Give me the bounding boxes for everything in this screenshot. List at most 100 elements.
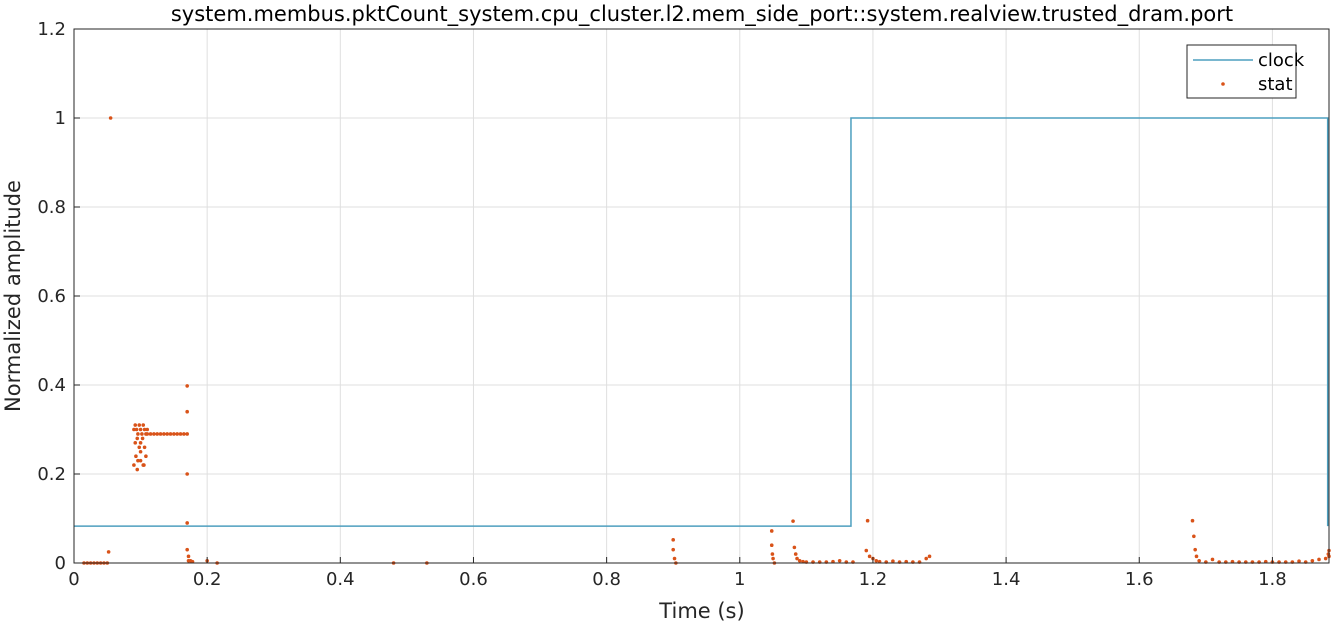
series-point-stat: [136, 432, 140, 436]
series-point-stat: [142, 463, 146, 467]
x-axis-title: Time (s): [658, 599, 744, 623]
x-tick-label: 0: [68, 569, 79, 590]
series-point-stat: [1197, 558, 1201, 563]
series-point-stat: [186, 554, 191, 559]
series-point-stat: [137, 445, 142, 450]
series-point-stat: [1323, 556, 1328, 561]
x-tick-label: 0.2: [193, 569, 222, 590]
series-point-stat: [165, 432, 170, 436]
series-point-stat: [185, 547, 189, 552]
series-point-stat: [182, 432, 186, 436]
y-axis-title: Normalized amplitude: [1, 180, 25, 412]
series-point-stat: [175, 432, 179, 436]
series-point-stat: [671, 538, 675, 542]
series-point-stat: [185, 521, 189, 525]
series-point-stat: [797, 558, 802, 563]
series-point-stat: [138, 458, 143, 463]
y-tick-label: 1.2: [37, 19, 66, 40]
legend-stat-label: stat: [1258, 74, 1293, 95]
series-point-stat: [135, 467, 140, 472]
series-point-stat: [138, 441, 143, 445]
series-point-stat: [172, 432, 176, 436]
series-point-stat: [1194, 554, 1199, 559]
series-point-stat: [771, 556, 775, 561]
series-point-stat: [924, 556, 928, 561]
series-point-stat: [1297, 559, 1301, 564]
series-point-stat: [1310, 558, 1315, 563]
x-tick-label: 1.6: [1125, 569, 1154, 590]
series-point-stat: [158, 432, 163, 436]
y-tick-label: 0.2: [37, 464, 66, 485]
series-point-stat: [770, 552, 775, 556]
ticks: 0 0.2 0.4 0.6 0.8 1 1.2 1.4 1.6 1.8 0 0.2 0.4 0.6 0.8 1…: [37, 19, 1286, 590]
series-point-stat: [185, 432, 189, 436]
legend: clock stat: [1186, 44, 1305, 99]
series-point-stat: [185, 384, 189, 388]
series-point-stat: [142, 445, 147, 450]
series-point-stat: [134, 454, 138, 459]
x-tick-label: 1: [734, 569, 745, 590]
series-point-stat: [137, 423, 142, 427]
y-tick-label: 1: [55, 108, 66, 129]
series-point-stat: [132, 463, 136, 467]
x-tick-label: 1.4: [992, 569, 1021, 590]
series-point-stat: [136, 458, 140, 463]
chart-title: system.membus.pktCount_system.cpu_cluste…: [171, 2, 1233, 27]
series-point-stat: [672, 556, 677, 561]
series-point-stat: [791, 519, 795, 523]
series-point-stat: [1193, 547, 1197, 552]
series-point-stat: [1190, 518, 1195, 523]
series-point-stat: [1326, 552, 1331, 556]
series-point-stat: [142, 427, 147, 432]
series-point-stat: [865, 518, 870, 523]
series-point-stat: [138, 449, 143, 454]
series-point-stat: [1210, 557, 1215, 562]
legend-box: [1186, 44, 1297, 99]
legend-stat-swatch: [1221, 82, 1225, 86]
series-point-stat: [155, 432, 160, 436]
y-tick-label: 0.4: [37, 375, 66, 396]
series-point-stat: [1192, 534, 1196, 539]
series-point-stat: [864, 548, 869, 553]
series-point-stat: [145, 427, 150, 432]
series-point-stat: [135, 436, 140, 441]
series-point-stat: [927, 554, 932, 559]
series-point-stat: [185, 409, 189, 414]
series-point-stat: [795, 556, 799, 561]
series-point-stat: [769, 543, 774, 547]
series-point-stat: [140, 432, 144, 436]
series-point-stat: [891, 559, 895, 564]
series-point-stat: [874, 558, 879, 563]
series-point-stat: [185, 472, 189, 476]
x-tick-label: 1.2: [859, 569, 888, 590]
series-point-stat: [769, 529, 774, 533]
y-tick-label: 0.6: [37, 286, 66, 307]
series-point-stat: [132, 427, 136, 432]
series-point-stat: [867, 554, 872, 559]
series-point-stat: [1317, 557, 1321, 562]
series-point-stat: [178, 432, 183, 436]
series-point-stat: [162, 432, 166, 436]
series-point-stat: [106, 550, 111, 554]
series-point-stat: [152, 432, 156, 436]
series-point-stat: [671, 547, 675, 552]
x-tick-label: 0.4: [326, 569, 355, 590]
y-tick-label: 0.8: [37, 197, 66, 218]
series-point-stat: [792, 545, 797, 550]
series-point-stat: [133, 423, 138, 427]
x-tick-label: 0.8: [592, 569, 621, 590]
series-point-stat: [141, 423, 146, 427]
x-tick-label: 0.6: [459, 569, 488, 590]
series-point-stat: [837, 558, 842, 563]
series-point-stat: [168, 432, 173, 436]
series-point-stat: [144, 454, 148, 459]
series-point-stat: [793, 552, 798, 556]
series-point-stat: [145, 432, 150, 436]
series-point-stat: [138, 427, 143, 432]
series-line-clock: [74, 117, 1329, 527]
series-point-stat: [148, 432, 153, 436]
series-point-stat: [133, 441, 138, 445]
x-tick-label: 1.8: [1258, 569, 1287, 590]
legend-clock-label: clock: [1258, 50, 1305, 71]
